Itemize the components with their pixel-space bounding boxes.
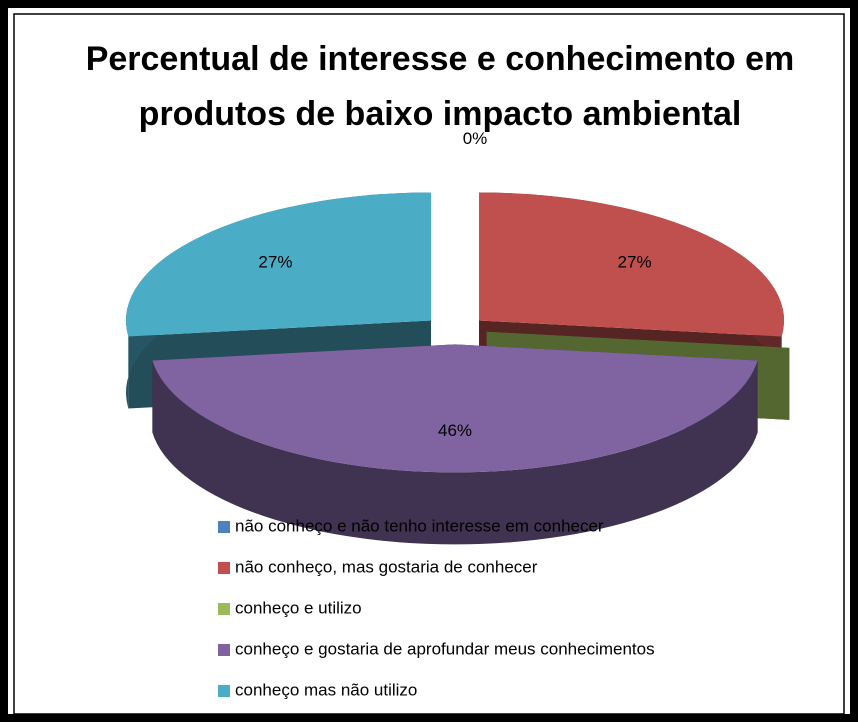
legend-swatch bbox=[218, 603, 230, 615]
legend-label: conheço e gostaria de aprofundar meus co… bbox=[235, 639, 655, 658]
slice-side bbox=[152, 360, 758, 545]
legend-swatch bbox=[218, 521, 230, 533]
slice-top bbox=[125, 192, 431, 337]
legend-label: não conheço, mas gostaria de conhecer bbox=[235, 557, 538, 576]
data-label: 27% bbox=[258, 252, 292, 271]
legend-label: conheço e utilizo bbox=[235, 598, 362, 617]
legend-swatch bbox=[218, 562, 230, 574]
slice-top bbox=[152, 344, 758, 473]
slice bbox=[152, 344, 758, 545]
chart-title: Percentual de interesse e conhecimento e… bbox=[86, 40, 795, 133]
pie: 0%27%0%46%27% bbox=[125, 129, 790, 545]
legend-swatch bbox=[218, 644, 230, 656]
data-label: 0% bbox=[463, 129, 488, 148]
data-label: 46% bbox=[438, 421, 472, 440]
slice-top bbox=[479, 192, 785, 337]
data-label: 27% bbox=[618, 252, 652, 271]
legend-label: conheço mas não utilizo bbox=[235, 680, 417, 699]
legend-swatch bbox=[218, 685, 230, 697]
inner-frame bbox=[13, 13, 845, 715]
legend-label: não conheço e não tenho interesse em con… bbox=[235, 516, 604, 535]
legend: não conheço e não tenho interesse em con… bbox=[218, 516, 655, 699]
